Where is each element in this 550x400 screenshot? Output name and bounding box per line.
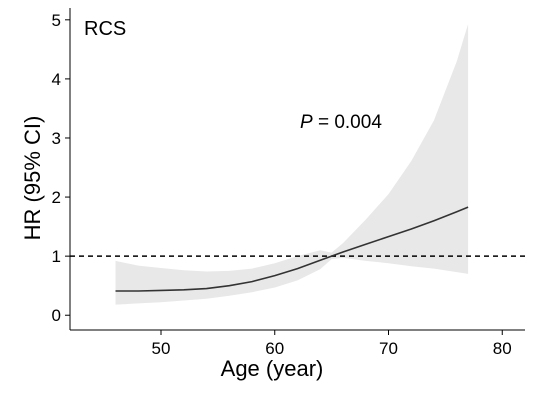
x-axis-title: Age (year) <box>221 356 324 381</box>
x-tick-label: 50 <box>152 339 171 358</box>
y-axis-title: HR (95% CI) <box>20 116 45 241</box>
y-tick-label: 5 <box>52 11 61 30</box>
p-value-text: = 0.004 <box>313 112 383 133</box>
panel-label: RCS <box>84 18 126 40</box>
y-tick-label: 3 <box>52 129 61 148</box>
y-tick-label: 0 <box>52 306 61 325</box>
x-tick-label: 60 <box>265 339 284 358</box>
x-ticks: 50 60 70 80 <box>152 330 512 358</box>
x-tick-label: 70 <box>379 339 398 358</box>
plot-area <box>70 24 525 305</box>
hr-curve <box>115 206 469 292</box>
confidence-band <box>115 24 469 305</box>
p-value-annotation: P = 0.004 <box>300 112 382 133</box>
p-symbol: P <box>300 112 313 133</box>
axes: 0 1 2 3 4 5 50 60 70 80 <box>52 8 525 358</box>
y-tick-label: 1 <box>52 247 61 266</box>
x-tick-label: 80 <box>493 339 512 358</box>
y-tick-label: 4 <box>52 70 61 89</box>
y-ticks: 0 1 2 3 4 5 <box>52 11 70 325</box>
y-tick-label: 2 <box>52 188 61 207</box>
